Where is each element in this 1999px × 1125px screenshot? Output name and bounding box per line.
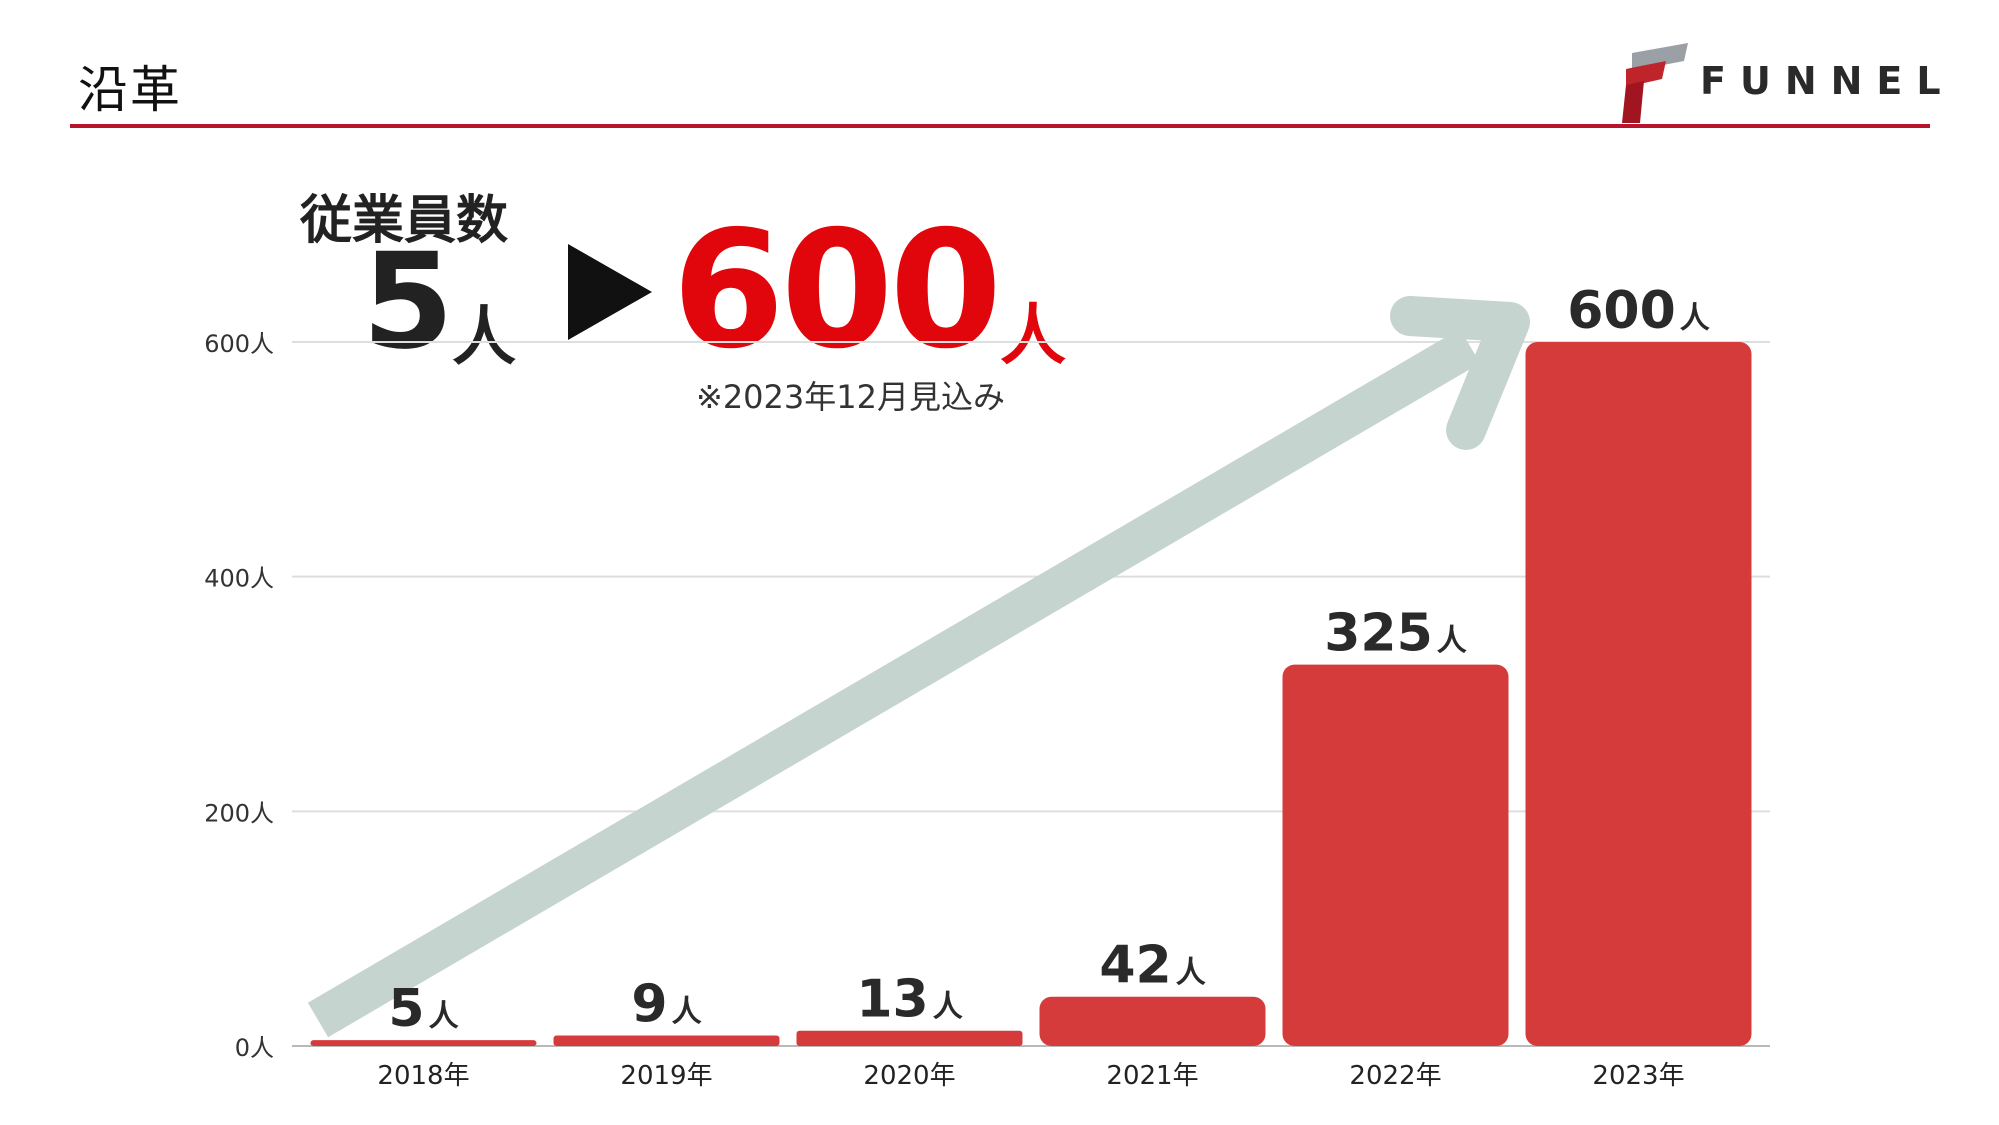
bar: [796, 1030, 1023, 1046]
data-label-value: 600: [1567, 281, 1676, 341]
y-tick-label: 600人: [204, 330, 274, 358]
bar: [1039, 996, 1266, 1046]
y-tick-label: 200人: [204, 799, 274, 827]
data-label-unit: 人: [1680, 301, 1710, 336]
data-label-unit: 人: [429, 999, 459, 1034]
x-tick-label: 2022年: [1349, 1061, 1441, 1091]
bar: [553, 1035, 780, 1046]
forecast-note: ※2023年12月見込み: [696, 378, 1005, 416]
start-value: 5: [362, 225, 454, 379]
x-tick-label: 2019年: [620, 1061, 712, 1091]
data-label: 600 人: [1567, 281, 1710, 341]
data-label-unit: 人: [672, 994, 702, 1029]
y-tick-label: 400人: [204, 565, 274, 593]
data-label: 325 人: [1324, 604, 1467, 664]
trend-arrow-head: [1390, 296, 1530, 450]
data-label-unit: 人: [933, 990, 963, 1025]
funnel-logo: FUNNEL: [1622, 36, 1955, 126]
x-tick-label: 2023年: [1592, 1061, 1684, 1091]
data-label-unit: 人: [1437, 624, 1467, 659]
headline-label: 従業員数: [300, 191, 509, 251]
end-value: 600: [672, 197, 1002, 385]
data-label-value: 9: [631, 974, 667, 1034]
start-unit: 人: [452, 301, 516, 375]
data-label-value: 42: [1099, 936, 1171, 996]
play-arrow-icon: [568, 244, 652, 340]
data-label-value: 13: [856, 970, 928, 1030]
data-label-unit: 人: [1176, 956, 1206, 991]
y-tick-label: 0人: [235, 1034, 274, 1062]
x-tick-label: 2020年: [863, 1061, 955, 1091]
x-tick-label: 2018年: [377, 1061, 469, 1091]
data-label-value: 325: [1324, 604, 1433, 664]
end-unit: 人: [1000, 297, 1066, 374]
bar: [1525, 342, 1752, 1046]
page-title: 沿革: [78, 61, 182, 119]
x-tick-label: 2021年: [1106, 1061, 1198, 1091]
header-divider: [70, 124, 1930, 128]
funnel-logo-icon: [1622, 43, 1688, 123]
data-label: 13 人: [856, 970, 962, 1030]
data-label: 42 人: [1099, 936, 1205, 996]
bar: [1282, 664, 1509, 1046]
bar: [310, 1040, 537, 1046]
trend-arrow: [307, 328, 1481, 1038]
logo-text: FUNNEL: [1700, 59, 1955, 103]
data-label-value: 5: [388, 979, 424, 1039]
